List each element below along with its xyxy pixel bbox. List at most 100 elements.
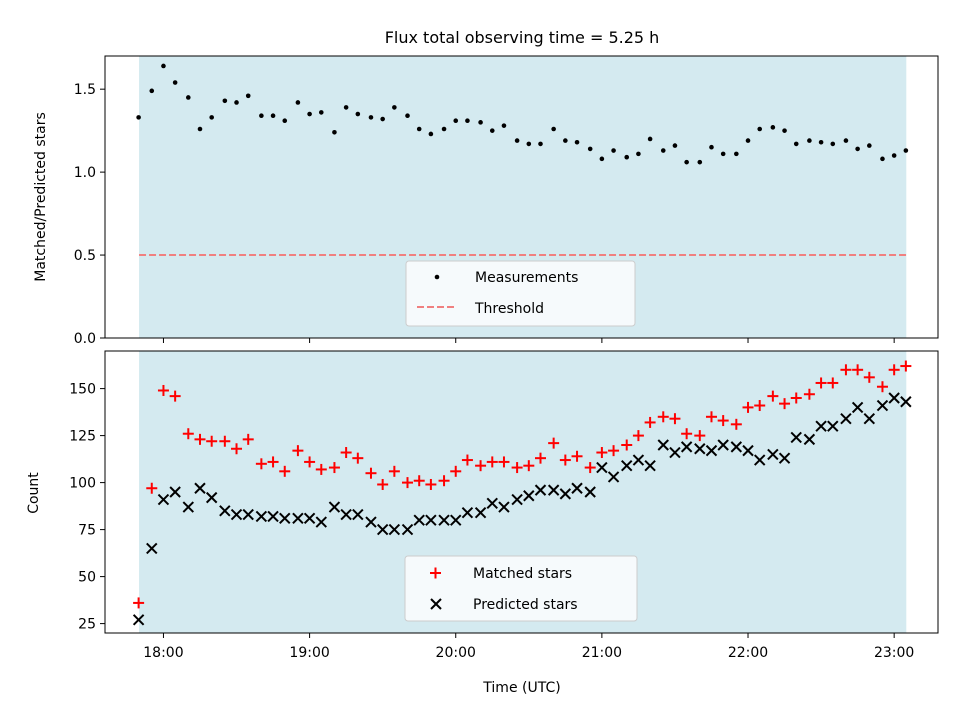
predicted-star-point — [205, 491, 218, 504]
legend-matched-marker — [430, 567, 441, 579]
matched-star-point — [815, 377, 827, 389]
measurement-point — [891, 153, 897, 158]
bot-ytick-label: 100 — [69, 476, 96, 492]
matched-star-point — [377, 478, 389, 490]
predicted-star-point — [474, 506, 487, 519]
predicted-star-point — [876, 399, 889, 412]
matched-star-point — [900, 360, 912, 372]
x-axis-label: Time (UTC) — [482, 680, 560, 696]
matched-star-point — [754, 400, 766, 412]
measurement-point — [538, 141, 543, 147]
legend-measurements-marker — [434, 274, 440, 280]
measurement-point — [368, 115, 374, 120]
matched-star-point — [169, 390, 181, 402]
matched-star-point — [584, 462, 596, 474]
matched-star-point — [511, 462, 523, 474]
measurement-point — [270, 113, 276, 119]
matched-star-point — [157, 384, 169, 396]
matched-star-point — [863, 371, 875, 383]
predicted-star-point — [669, 446, 681, 459]
measurement-point — [903, 148, 909, 153]
matched-star-point — [352, 452, 364, 464]
measurement-point — [720, 151, 726, 157]
predicted-star-point — [267, 510, 279, 523]
top-ytick-label: 1.5 — [74, 82, 96, 98]
bot-ytick-label: 75 — [78, 523, 96, 539]
predicted-star-point — [815, 420, 827, 432]
measurement-point — [807, 138, 812, 143]
top-ytick-label: 1.0 — [74, 165, 96, 181]
bot-xtick-label: 20:00 — [436, 645, 476, 661]
ratio-panel-frame — [104, 55, 939, 339]
matched-star-point — [705, 411, 717, 423]
measurement-point — [514, 138, 520, 143]
ratio-legend-box — [405, 260, 636, 327]
measurement-point — [332, 130, 337, 135]
predicted-star-point — [742, 444, 754, 457]
matched-star-point — [669, 413, 681, 425]
matched-star-point — [133, 597, 145, 609]
matched-star-point — [571, 450, 583, 462]
predicted-star-point — [498, 501, 510, 513]
measurement-point — [757, 126, 763, 132]
predicted-star-point — [511, 493, 523, 506]
matched-star-point — [438, 475, 450, 487]
predicted-star-point — [230, 508, 243, 521]
count-legend: Matched stars Predicted stars — [404, 555, 638, 622]
measurement-point — [709, 144, 714, 150]
measurement-point — [245, 93, 251, 99]
count-points — [132, 360, 912, 626]
matched-star-point — [681, 428, 693, 440]
measurement-point — [793, 141, 799, 147]
predicted-star-point — [705, 444, 718, 457]
measurement-point — [647, 136, 653, 142]
measurement-point — [867, 143, 872, 148]
measurement-point — [526, 141, 532, 147]
predicted-star-point — [292, 512, 304, 525]
predicted-star-point — [657, 439, 669, 451]
measurement-point — [880, 156, 885, 162]
legend-measurements-label: Measurements — [475, 270, 578, 286]
measurement-point — [307, 111, 312, 117]
predicted-star-point — [388, 523, 401, 536]
predicted-star-point — [146, 542, 158, 555]
count-panel-frame — [104, 350, 939, 634]
measurement-point — [574, 139, 580, 145]
matched-star-point — [779, 398, 791, 410]
measurement-point — [172, 80, 178, 85]
matched-star-point — [450, 465, 462, 477]
measurement-point — [295, 100, 301, 105]
measurement-point — [380, 116, 385, 122]
measurement-points — [136, 63, 909, 165]
matched-star-point — [632, 430, 644, 442]
predicted-star-point — [157, 493, 170, 506]
matched-star-point — [388, 465, 400, 477]
predicted-star-point — [717, 439, 729, 451]
predicted-star-point — [790, 431, 802, 444]
top-ytick-label: 0.5 — [74, 248, 96, 264]
matched-star-point — [413, 475, 425, 487]
predicted-star-point — [680, 441, 693, 453]
predicted-star-point — [450, 514, 462, 526]
measurement-point — [843, 138, 849, 143]
predicted-star-point — [694, 443, 706, 455]
legend-threshold-label: Threshold — [474, 301, 544, 317]
predicted-star-point — [219, 505, 231, 517]
matched-star-point — [242, 433, 254, 445]
legend-matched-label: Matched stars — [473, 566, 572, 582]
matched-star-point — [596, 447, 608, 459]
matched-star-point — [194, 433, 206, 445]
ratio-panel: 0.0 0.5 1.0 1.5 Flux total observing time =… — [33, 28, 939, 347]
measurement-point — [416, 126, 422, 132]
count-y-axis-ticks: 25 50 75 100 125 150 — [69, 382, 105, 633]
matched-star-point — [206, 435, 218, 447]
predicted-star-point — [644, 459, 656, 472]
measurement-point — [197, 126, 203, 132]
count-panel: 25 50 75 100 125 150 18:00 19:00 20:00 21:00 22:0… — [26, 350, 939, 696]
matched-star-point — [425, 478, 437, 490]
measurement-point — [587, 146, 593, 152]
bot-xtick-label: 21:00 — [582, 645, 622, 661]
bot-xtick-label: 19:00 — [289, 645, 329, 661]
matched-star-point — [852, 364, 864, 376]
